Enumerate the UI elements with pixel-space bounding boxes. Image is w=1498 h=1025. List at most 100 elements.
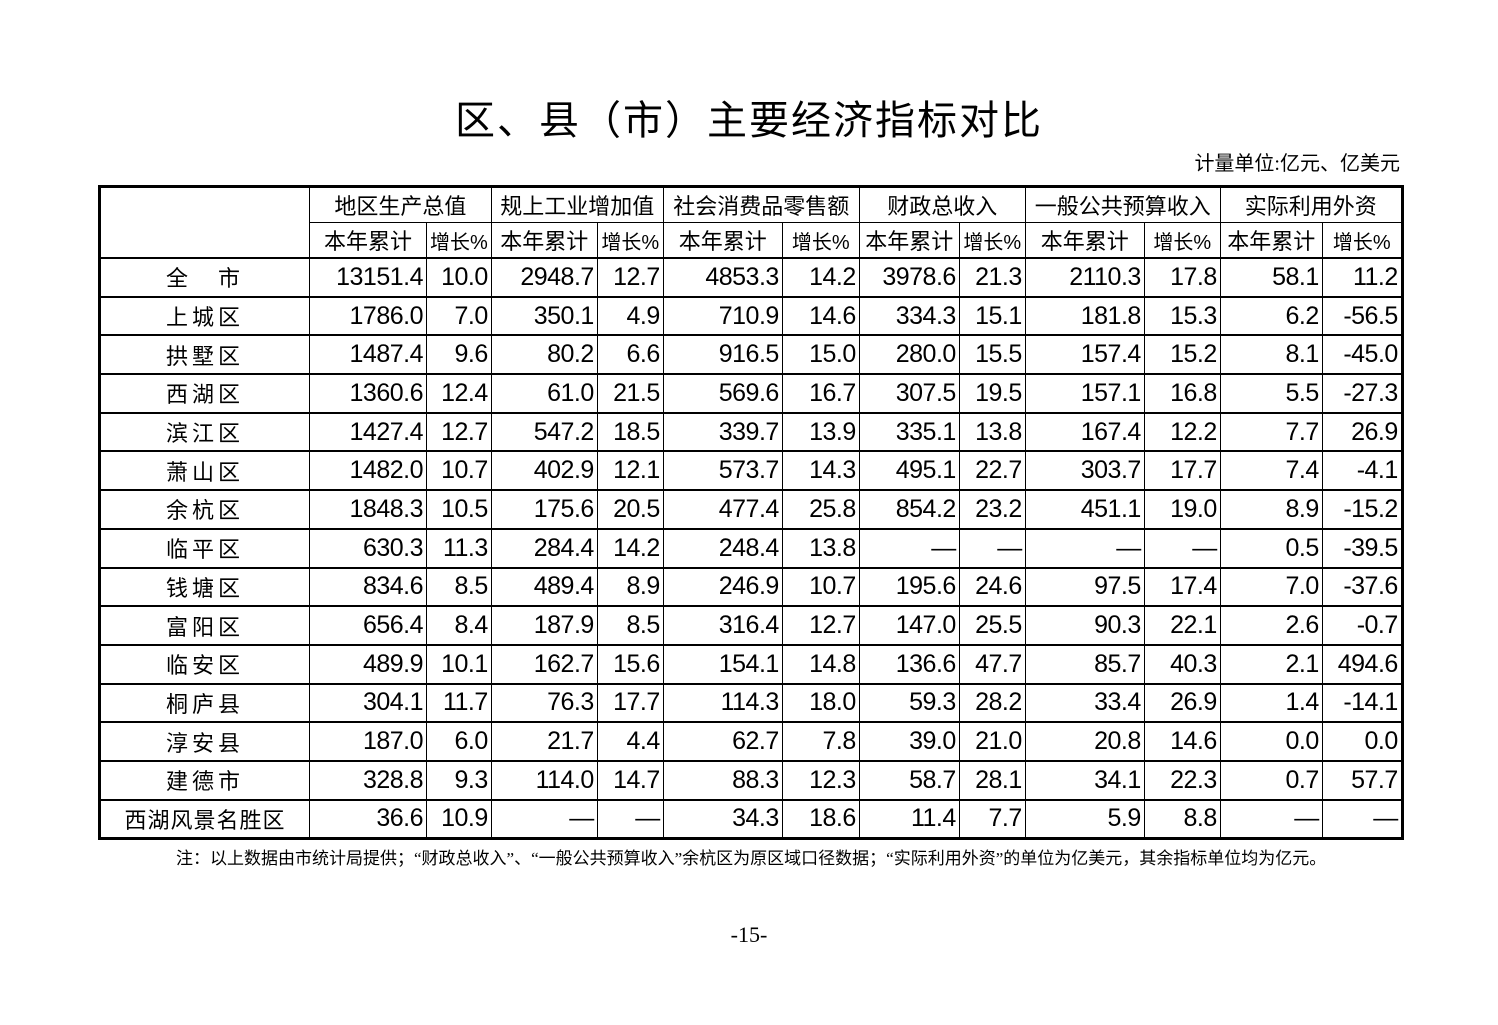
cumulative-value: 8.1 [1219, 334, 1323, 375]
cumulative-value: 5.5 [1219, 373, 1323, 414]
cumulative-value: 334.3 [858, 296, 960, 336]
cumulative-value: 307.5 [858, 373, 960, 414]
cumulative-value: 2.1 [1219, 644, 1323, 685]
cumulative-value: 477.4 [662, 489, 783, 530]
cumulative-value: 157.1 [1024, 373, 1145, 414]
cumulative-value: 34.1 [1024, 760, 1145, 801]
corner-cell [99, 186, 310, 259]
growth-value: -45.0 [1321, 334, 1403, 375]
growth-value: 19.0 [1143, 489, 1221, 530]
subheader-cumulative: 本年累计 [490, 222, 598, 259]
cumulative-value: 1487.4 [309, 334, 427, 375]
cumulative-value: 114.3 [662, 683, 783, 723]
cumulative-value: 181.8 [1024, 296, 1145, 336]
cumulative-value: 90.3 [1024, 605, 1145, 646]
growth-value: 22.1 [1143, 605, 1221, 646]
growth-value: 0.0 [1321, 721, 1403, 762]
cumulative-value: 62.7 [662, 721, 783, 762]
growth-value: -39.5 [1321, 528, 1403, 568]
cumulative-value: 4853.3 [662, 257, 783, 298]
growth-value: 57.7 [1321, 760, 1403, 801]
table-row: 钱塘区 834.6 8.5 489.4 8.9 246.9 10.7 195.6 24.6 97.… [99, 567, 1403, 607]
table-row: 临平区 630.3 11.3 284.4 14.2 248.4 13.8— — — —0.5 -39… [99, 528, 1403, 568]
cumulative-value: 7.0 [1219, 567, 1323, 607]
growth-value: 28.1 [958, 760, 1026, 801]
growth-value: -4.1 [1321, 450, 1403, 491]
cumulative-value: 36.6 [309, 799, 427, 840]
cumulative-value: 854.2 [858, 489, 960, 530]
group-header: 一般公共预算收入 [1024, 186, 1221, 223]
cumulative-value: 246.9 [662, 567, 783, 607]
cumulative-value: 304.1 [309, 683, 427, 723]
sub-header-row: 本年累计 增长% 本年累计 增长% 本年累计 增长% 本年累计 增长% 本年累计 增长% 本年累计增… [100, 222, 1403, 259]
cumulative-value: 489.9 [309, 644, 427, 685]
group-header: 实际利用外资 [1219, 186, 1403, 223]
cumulative-value: 162.7 [490, 644, 598, 685]
growth-value: 6.6 [596, 334, 664, 375]
cumulative-value: 284.4 [490, 528, 598, 568]
growth-value: 494.6 [1321, 644, 1403, 685]
cumulative-value: 489.4 [490, 567, 598, 607]
cumulative-value: 2.6 [1219, 605, 1323, 646]
group-header: 财政总收入 [858, 186, 1026, 223]
cumulative-value: 39.0 [858, 721, 960, 762]
cumulative-value: 7.4 [1219, 450, 1323, 491]
growth-value: 26.9 [1321, 412, 1403, 452]
cumulative-value: 710.9 [662, 296, 783, 336]
unit-label: 计量单位:亿元、亿美元 [1194, 153, 1400, 175]
growth-value: 17.8 [1143, 257, 1221, 298]
footnote: 注：以上数据由市统计局提供；“财政总收入”、“一般公共预算收入”余杭区为原区域口… [176, 849, 1327, 868]
growth-value: 15.5 [958, 334, 1026, 375]
cumulative-value: 187.9 [490, 605, 598, 646]
cumulative-value: 0.5 [1219, 528, 1323, 568]
growth-value: 18.5 [596, 412, 664, 452]
cumulative-value: 916.5 [662, 334, 783, 375]
table-row: 拱墅区 1487.4 9.6 80.2 6.6 916.5 15.0 280.0 15.5 157… [99, 334, 1403, 375]
growth-value: 15.1 [958, 296, 1026, 336]
growth-value: 12.4 [426, 373, 492, 414]
table-row: 临安区 489.9 10.1 162.7 15.6 154.1 14.8 136.6 47.7 8… [99, 644, 1403, 685]
cumulative-value: 495.1 [858, 450, 960, 491]
region-name: 西湖风景名胜区 [99, 799, 310, 840]
cumulative-value: 59.3 [858, 683, 960, 723]
cumulative-value: 0.0 [1219, 721, 1323, 762]
cumulative-value: — [1024, 528, 1145, 568]
growth-value: 12.7 [426, 412, 492, 452]
growth-value: 15.0 [781, 334, 860, 375]
growth-value: 11.2 [1321, 257, 1403, 298]
growth-value: 12.7 [596, 257, 664, 298]
cumulative-value: 630.3 [309, 528, 427, 568]
growth-value: 20.5 [596, 489, 664, 530]
growth-value: 4.9 [596, 296, 664, 336]
economic-indicators-table: 地区生产总值 规上工业增加值 社会消费品零售额 财政总收入 一般公共预算收入 实际利用外资… [98, 185, 1404, 841]
cumulative-value: 834.6 [309, 567, 427, 607]
cumulative-value: 20.8 [1024, 721, 1145, 762]
subheader-cumulative: 本年累计 [1024, 222, 1145, 259]
growth-value: 25.5 [958, 605, 1026, 646]
growth-value: 16.8 [1143, 373, 1221, 414]
cumulative-value: 328.8 [309, 760, 427, 801]
cumulative-value: 2948.7 [490, 257, 598, 298]
cumulative-value: 136.6 [858, 644, 960, 685]
growth-value: 15.6 [596, 644, 664, 685]
group-header: 规上工业增加值 [490, 186, 664, 223]
cumulative-value: 157.4 [1024, 334, 1145, 375]
growth-value: 26.9 [1143, 683, 1221, 723]
growth-value: -56.5 [1321, 296, 1403, 336]
growth-value: 15.3 [1143, 296, 1221, 336]
cumulative-value: 3978.6 [858, 257, 960, 298]
growth-value: 21.0 [958, 721, 1026, 762]
cumulative-value: 6.2 [1219, 296, 1323, 336]
table-row: 萧山区 1482.0 10.7 402.9 12.1 573.7 14.3 495.1 22.7… [99, 450, 1403, 491]
growth-value: 10.5 [426, 489, 492, 530]
growth-value: 14.7 [596, 760, 664, 801]
growth-value: 14.3 [781, 450, 860, 491]
growth-value: 17.7 [596, 683, 664, 723]
growth-value: 8.5 [596, 605, 664, 646]
cumulative-value: 58.7 [858, 760, 960, 801]
table-row: 桐庐县 304.1 11.7 76.3 17.7 114.3 18.0 59.3 28.2 33.… [99, 683, 1403, 723]
growth-value: 16.7 [781, 373, 860, 414]
growth-value: 15.2 [1143, 334, 1221, 375]
cumulative-value: 195.6 [858, 567, 960, 607]
cumulative-value: 0.7 [1219, 760, 1323, 801]
